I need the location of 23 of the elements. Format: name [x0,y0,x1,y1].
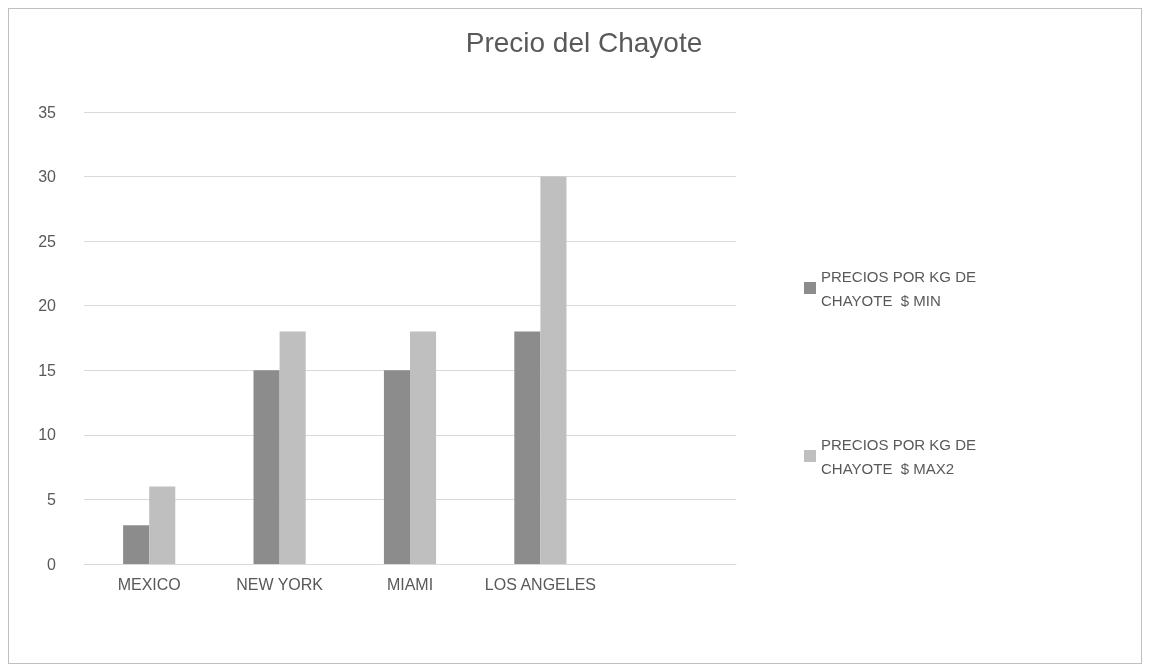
y-tick-label: 0 [47,555,57,573]
x-tick-label: LOS ANGELES [484,575,596,593]
y-tick-label: 5 [47,490,57,508]
chart-title: Precio del Chayote [465,26,703,58]
bar [149,486,176,564]
y-tick-label: 10 [38,426,57,444]
y-tick-label: 20 [38,297,57,315]
bar [410,331,437,564]
bar [540,176,567,564]
bar [123,525,150,564]
y-tick-label: 35 [38,103,57,121]
y-tick-label: 30 [38,168,57,186]
y-tick-label: 25 [38,232,57,250]
legend-label: PRECIOS POR KG DE CHAYOTE $ MAX2 [821,435,981,477]
bar [514,331,541,564]
y-tick-label: 15 [38,361,57,379]
bar [279,331,306,564]
bar [383,370,410,564]
x-tick-label: MEXICO [117,575,181,593]
x-tick-label: MIAMI [386,575,434,593]
legend-label: PRECIOS POR KG DE CHAYOTE $ MIN [821,267,981,309]
bar [253,370,280,564]
x-tick-label: NEW YORK [236,575,324,593]
